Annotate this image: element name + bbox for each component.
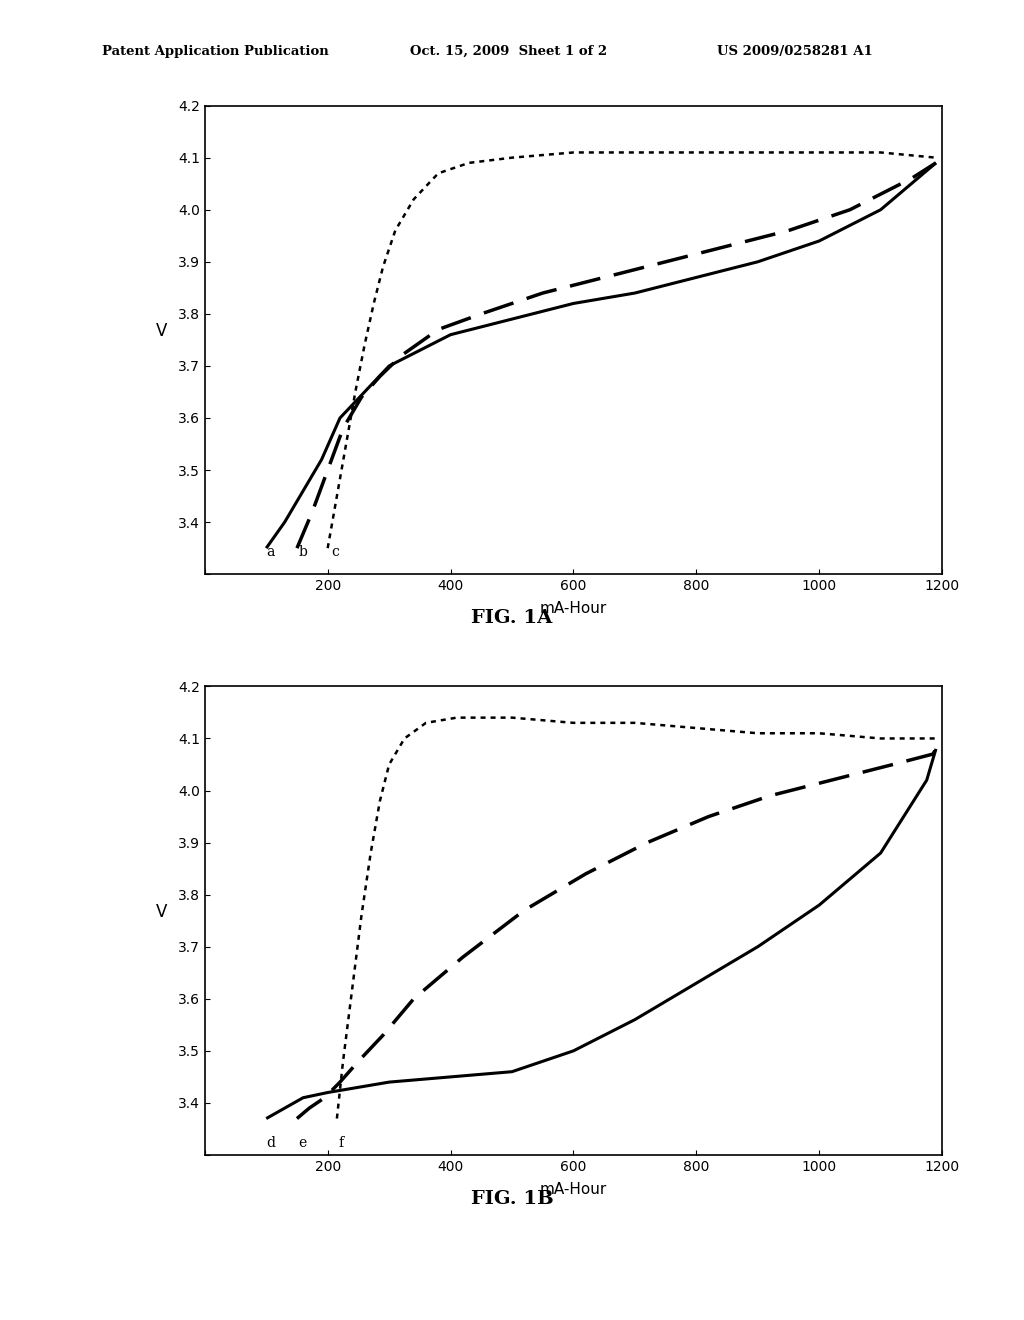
Text: b: b <box>298 545 307 558</box>
Text: FIG. 1B: FIG. 1B <box>471 1189 553 1208</box>
Text: Patent Application Publication: Patent Application Publication <box>102 45 329 58</box>
Text: a: a <box>266 545 274 558</box>
Text: Oct. 15, 2009  Sheet 1 of 2: Oct. 15, 2009 Sheet 1 of 2 <box>410 45 607 58</box>
X-axis label: mA-Hour: mA-Hour <box>540 1183 607 1197</box>
Y-axis label: V: V <box>156 322 167 341</box>
Text: f: f <box>339 1137 344 1150</box>
Text: FIG. 1A: FIG. 1A <box>471 609 553 627</box>
X-axis label: mA-Hour: mA-Hour <box>540 602 607 616</box>
Text: c: c <box>331 545 339 558</box>
Text: US 2009/0258281 A1: US 2009/0258281 A1 <box>717 45 872 58</box>
Text: d: d <box>266 1137 275 1150</box>
Y-axis label: V: V <box>156 903 167 921</box>
Text: e: e <box>298 1137 306 1150</box>
